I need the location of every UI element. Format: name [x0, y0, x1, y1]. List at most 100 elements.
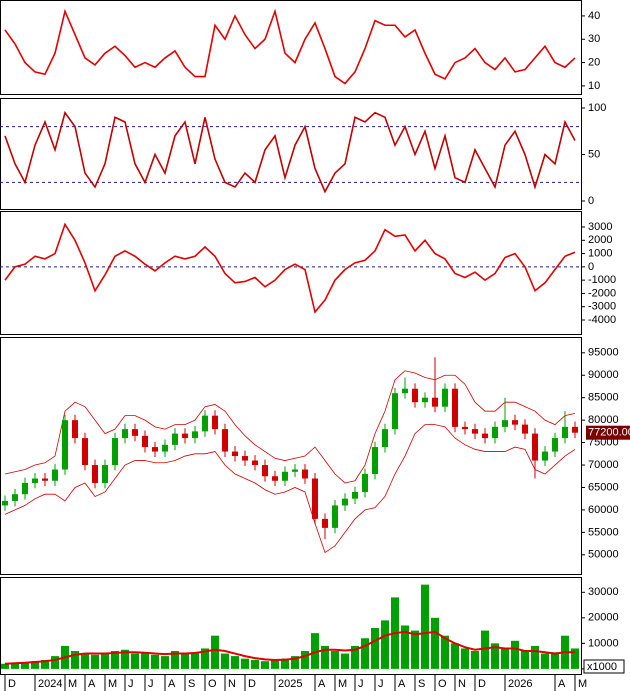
- x-tick-label: M: [68, 678, 77, 690]
- y-tick-label: 20: [588, 56, 600, 68]
- volume-bar: [201, 648, 209, 669]
- x-tick-label: A: [318, 678, 326, 690]
- y-tick-label: 30: [588, 33, 600, 45]
- x-tick-label: D: [248, 678, 256, 690]
- volume-bar: [531, 645, 539, 669]
- candle-body: [222, 429, 228, 452]
- volume-bar: [151, 654, 159, 669]
- y-tick-label: 2000: [588, 234, 612, 246]
- candle-body: [362, 474, 368, 492]
- volume-bar: [11, 662, 19, 669]
- unit-box: [583, 659, 625, 674]
- y-tick-label: 60000: [588, 504, 619, 516]
- candle-body: [122, 429, 128, 439]
- candle-body: [82, 438, 88, 466]
- y-tick-label: 95000: [588, 347, 619, 359]
- y-tick-label: 85000: [588, 392, 619, 404]
- last-price-tag: [586, 425, 630, 440]
- y-tick-label: 55000: [588, 526, 619, 538]
- volume-bar: [501, 648, 509, 669]
- candle-body: [382, 429, 388, 448]
- x-tick-label: J: [378, 678, 384, 690]
- volume-bar: [251, 659, 259, 669]
- y-tick-label: -2000: [588, 287, 616, 299]
- volume-bar: [491, 643, 499, 669]
- candle-body: [542, 451, 548, 461]
- volume-bar: [221, 653, 229, 669]
- volume-bar: [461, 648, 469, 669]
- candle-body: [252, 460, 258, 466]
- candle-body: [352, 491, 358, 499]
- candle-body: [512, 420, 518, 425]
- volume-bar: [421, 584, 429, 669]
- y-tick-label: 90000: [588, 369, 619, 381]
- y-tick-label: -3000: [588, 301, 616, 313]
- volume-bar: [311, 633, 319, 669]
- candle-body: [492, 426, 498, 439]
- candle-body: [92, 465, 98, 483]
- volume-bar: [31, 661, 39, 669]
- volume-bar: [91, 654, 99, 669]
- x-tick-label: J: [358, 678, 364, 690]
- indicator-line: [4, 110, 576, 194]
- x-tick-label: N: [458, 678, 466, 690]
- candle-body: [112, 438, 118, 466]
- volume-bar: [191, 652, 199, 669]
- x-tick-label: J: [148, 678, 154, 690]
- volume-bar: [141, 652, 149, 669]
- volume-bar: [121, 649, 129, 669]
- y-tick-label: 100: [588, 102, 606, 114]
- candle-body: [482, 433, 488, 439]
- y-tick-label: 40: [588, 10, 600, 22]
- candle-body: [242, 456, 248, 461]
- volume-bar: [231, 656, 239, 669]
- candle-body: [172, 433, 178, 445]
- candle-body: [432, 397, 438, 407]
- candle-body: [12, 494, 18, 501]
- candle-body: [32, 478, 38, 483]
- x-tick-label: M: [578, 678, 587, 690]
- candle-body: [72, 420, 78, 439]
- volume-bar: [511, 640, 519, 669]
- volume-bar: [321, 645, 329, 669]
- volume-bar: [1, 663, 9, 669]
- x-tick-label: J: [128, 678, 134, 690]
- volume-bar: [181, 653, 189, 669]
- candle-body: [312, 478, 318, 519]
- candle-body: [412, 388, 418, 403]
- panel-frame: [0, 211, 582, 335]
- candle-body: [332, 505, 338, 528]
- y-tick-label: 65000: [588, 481, 619, 493]
- volume-bar: [71, 651, 79, 669]
- volume-bar: [271, 659, 279, 669]
- candle-body: [42, 478, 48, 481]
- volume-bar: [541, 653, 549, 669]
- y-tick-label: 10000: [588, 637, 619, 649]
- candle-body: [472, 429, 478, 434]
- candle-body: [2, 500, 8, 506]
- x-tick-label: 2024: [38, 678, 62, 690]
- y-tick-label: 20000: [588, 612, 619, 624]
- panel-frame: [0, 337, 582, 575]
- candle-body: [202, 415, 208, 432]
- volume-bar: [481, 630, 489, 669]
- candle-body: [22, 482, 28, 495]
- x-tick-label: A: [398, 678, 406, 690]
- volume-bar: [41, 659, 49, 669]
- last-price-label: 77200.00: [588, 427, 630, 439]
- panel-frame: [0, 0, 582, 95]
- candle-body: [292, 469, 298, 472]
- volume-bar: [171, 651, 179, 669]
- volume-bar: [441, 635, 449, 669]
- y-tick-label: 0: [588, 195, 594, 207]
- x-tick-label: A: [558, 678, 566, 690]
- volume-bar: [341, 653, 349, 669]
- volume-bar: [451, 643, 459, 669]
- volume-bar: [101, 653, 109, 669]
- volume-bar: [571, 648, 579, 669]
- volume-bar: [351, 645, 359, 669]
- x-tick-label: D: [478, 678, 486, 690]
- y-tick-label: -1000: [588, 274, 616, 286]
- candle-body: [192, 431, 198, 439]
- y-tick-label: 70000: [588, 459, 619, 471]
